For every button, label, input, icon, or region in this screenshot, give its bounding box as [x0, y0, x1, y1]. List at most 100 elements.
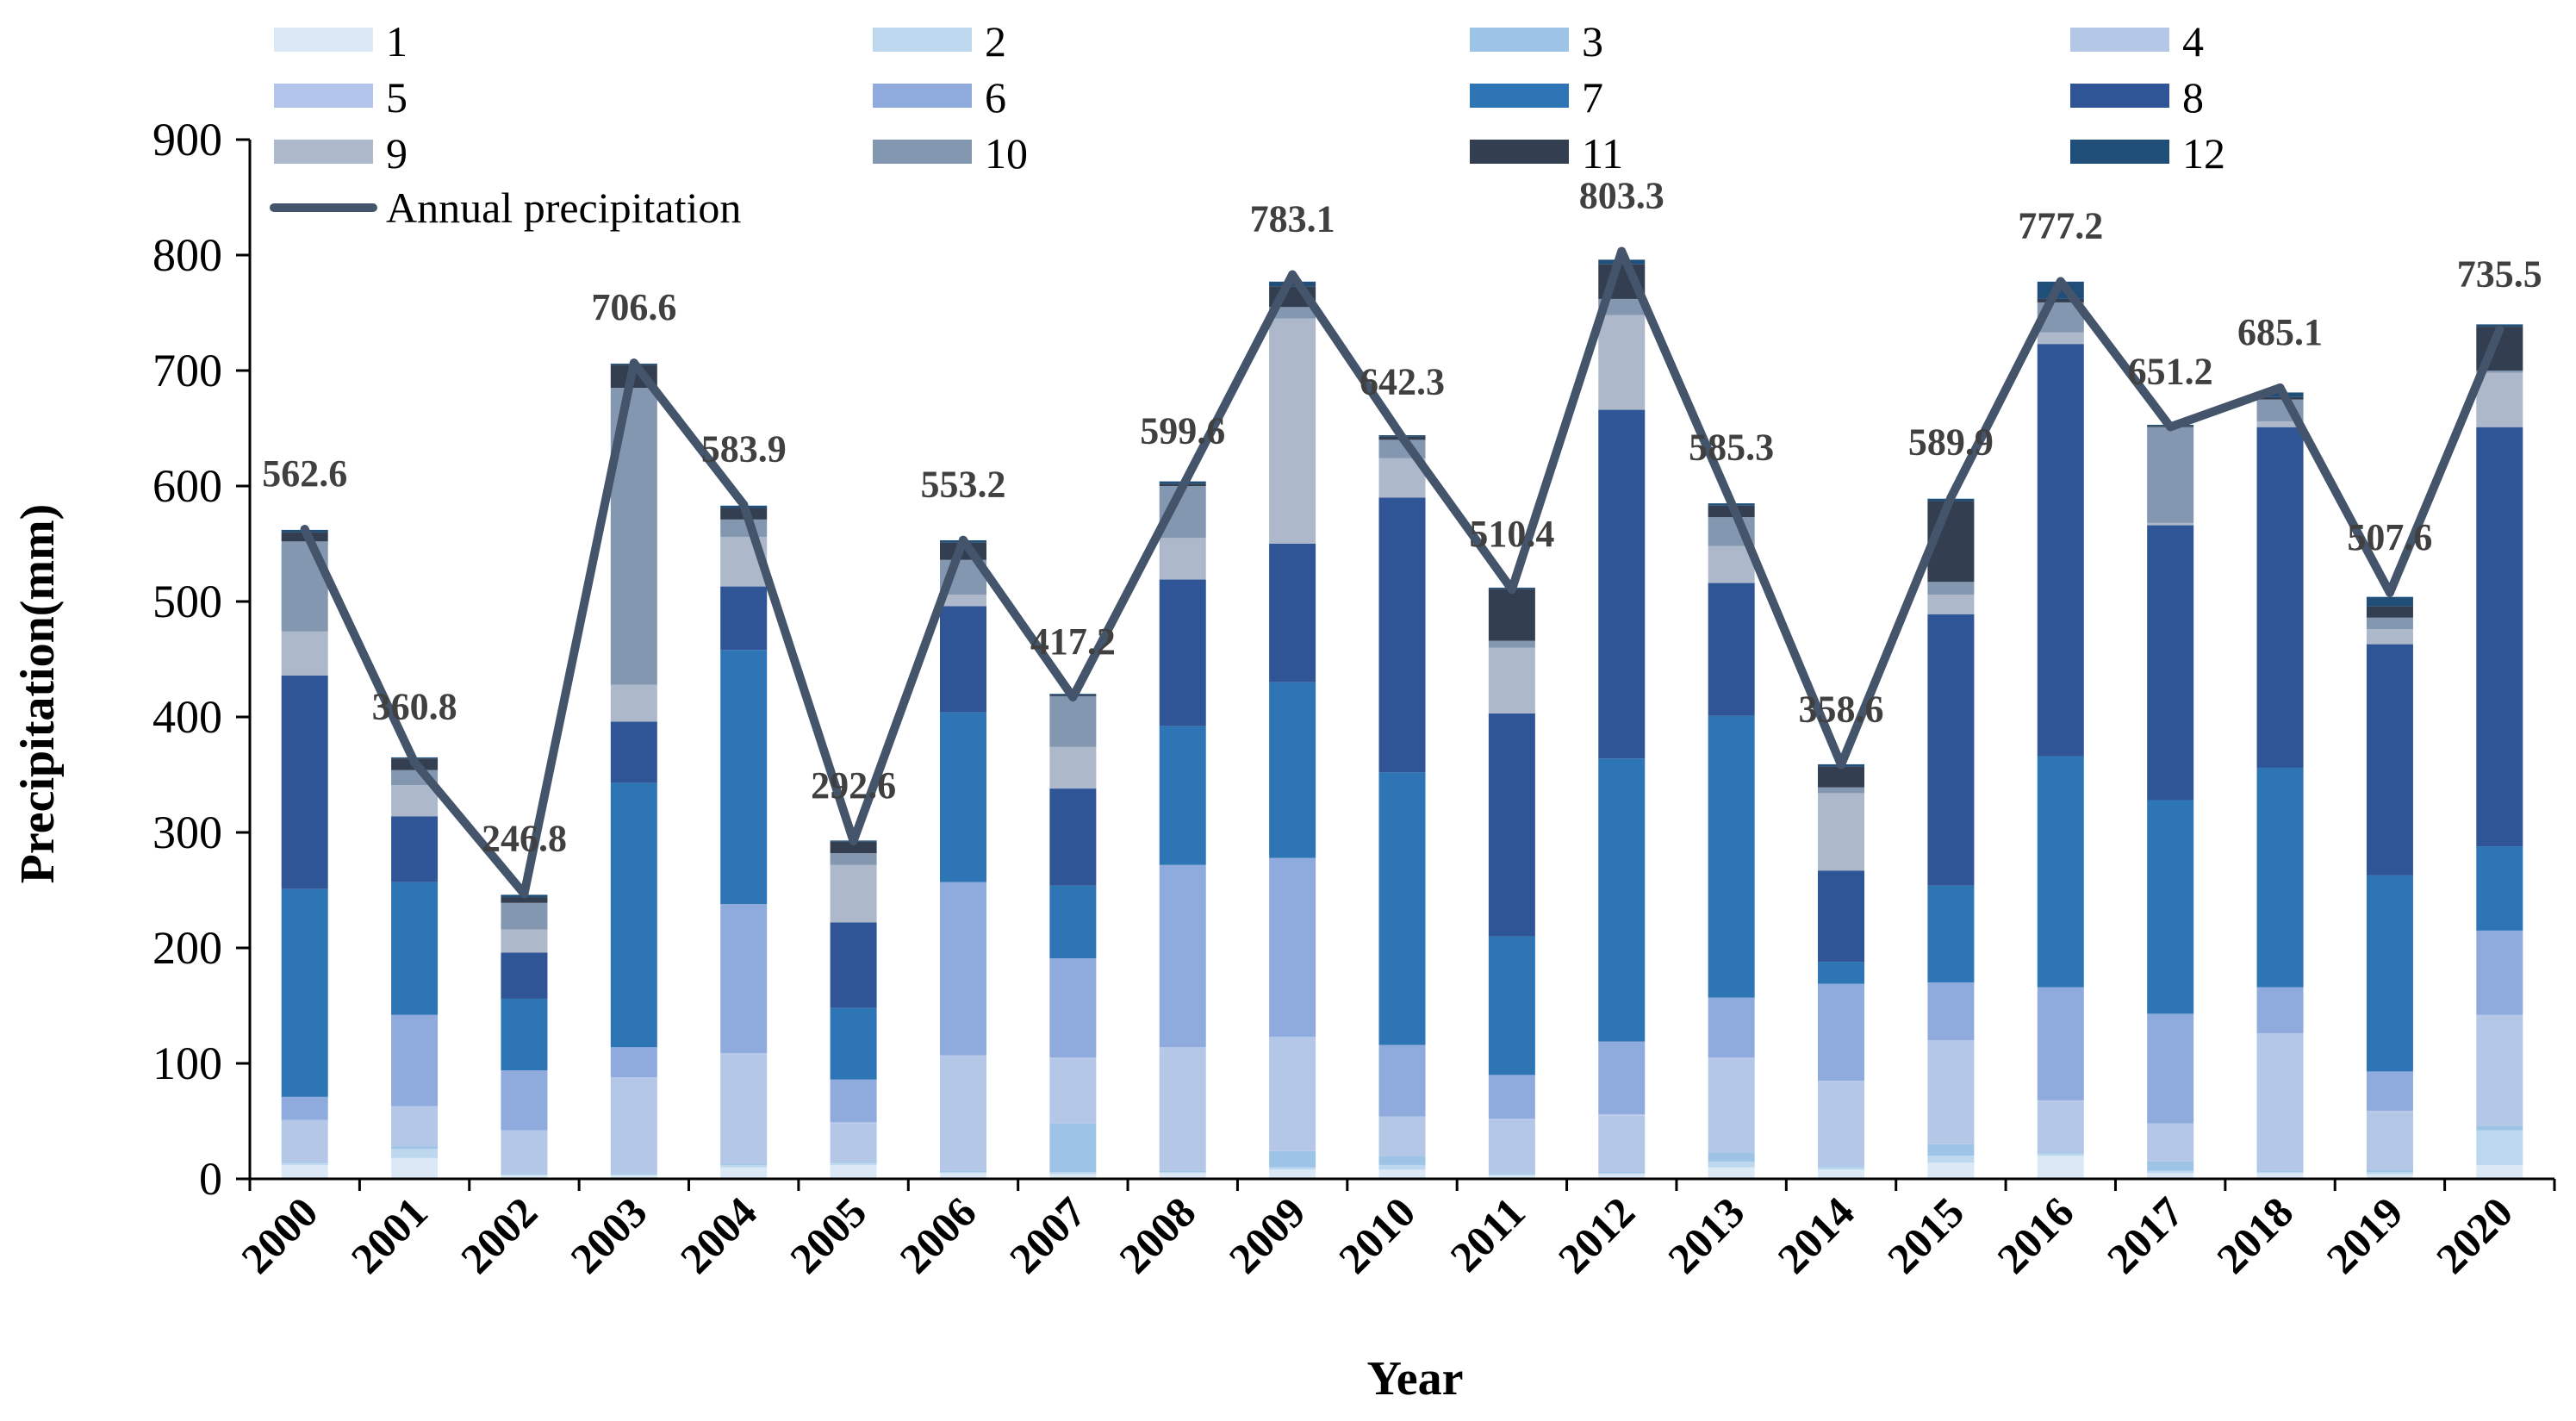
- bar-segment-2017-month-7: [2147, 800, 2194, 1014]
- legend-swatch-7: [1470, 84, 1569, 108]
- x-tick-label-2019: 2019: [2317, 1187, 2411, 1282]
- bar-segment-2019-month-10: [2366, 617, 2413, 630]
- bar-segment-2005-month-6: [830, 1079, 877, 1123]
- bar-segment-2019-month-6: [2366, 1071, 2413, 1111]
- x-axis-title: Year: [1367, 1352, 1464, 1405]
- bar-segment-2010-month-2: [1378, 1164, 1426, 1170]
- bar-segment-2005-month-5: [830, 1122, 877, 1124]
- x-tick-label-2014: 2014: [1768, 1187, 1863, 1282]
- bar-segment-2002-month-3: [501, 1173, 548, 1175]
- legend-label-6: 6: [985, 73, 1006, 122]
- bar-segment-2009-month-4: [1269, 1038, 1316, 1151]
- legend-label-3: 3: [1582, 17, 1603, 65]
- bar-segment-2014-month-9: [1818, 793, 1865, 871]
- x-tick-label-2018: 2018: [2207, 1187, 2302, 1282]
- bar-segment-2015-month-1: [1927, 1162, 1975, 1179]
- bar-segment-2004-month-3: [720, 1163, 768, 1165]
- bar-segment-2013-month-4: [1708, 1058, 1755, 1153]
- bar-segment-2004-month-8: [720, 586, 768, 651]
- bar-segment-2016-month-2: [2037, 1153, 2084, 1156]
- line-point-2012: [1617, 246, 1627, 256]
- line-point-2009: [1288, 270, 1297, 279]
- bar-segment-2009-month-1: [1269, 1169, 1316, 1179]
- data-label-2000: 562.6: [262, 452, 347, 495]
- bar-segment-2019-month-1: [2366, 1174, 2413, 1179]
- x-tick-label-2011: 2011: [1440, 1187, 1534, 1281]
- legend-label-9: 9: [386, 129, 408, 178]
- bar-segment-2013-month-2: [1708, 1161, 1755, 1168]
- bar-segment-2011-month-11: [1488, 589, 1535, 641]
- x-tick-label-2016: 2016: [1988, 1187, 2082, 1282]
- x-tick-label-2007: 2007: [1000, 1187, 1095, 1282]
- bar-segment-2006-month-3: [939, 1170, 986, 1172]
- data-label-2013: 585.3: [1689, 427, 1774, 469]
- bar-segment-2014-month-6: [1818, 983, 1865, 1081]
- bar-segment-2008-month-5: [1159, 1047, 1206, 1049]
- bar-segment-2009-month-3: [1269, 1150, 1316, 1168]
- bar-segment-2019-month-12: [2366, 596, 2413, 607]
- legend-label-5: 5: [386, 73, 408, 122]
- bar-segment-2019-month-4: [2366, 1112, 2413, 1170]
- bar-segment-2009-month-6: [1269, 857, 1316, 1038]
- bar-segment-2008-month-8: [1159, 579, 1206, 726]
- bar-segment-2008-month-4: [1159, 1048, 1206, 1171]
- bar-segment-2000-month-7: [281, 888, 328, 1097]
- bar-segment-2008-month-2: [1159, 1171, 1206, 1174]
- bar-segment-2007-month-6: [1049, 958, 1097, 1058]
- legend-swatch-8: [2070, 84, 2169, 108]
- bar-segment-2018-month-4: [2256, 1034, 2304, 1171]
- bar-segment-2009-month-8: [1269, 544, 1316, 682]
- bar-segment-2010-month-7: [1378, 772, 1426, 1045]
- line-point-2018: [2275, 383, 2285, 392]
- bar-segment-2003-month-8: [610, 721, 657, 783]
- line-point-2011: [1507, 585, 1516, 595]
- bar-segment-2009-month-2: [1269, 1167, 1316, 1170]
- bar-segment-2014-month-11: [1818, 766, 1865, 788]
- legend-swatch-10: [873, 140, 972, 164]
- bar-segment-2007-month-9: [1049, 746, 1097, 789]
- bar-segment-2005-month-2: [830, 1162, 877, 1165]
- bar-segment-2006-month-8: [939, 606, 986, 713]
- bar-segment-2010-month-8: [1378, 497, 1426, 773]
- data-label-2018: 685.1: [2237, 311, 2323, 353]
- legend-swatch-2: [873, 28, 972, 52]
- bar-segment-2001-month-9: [391, 785, 439, 817]
- bar-segment-2008-month-6: [1159, 864, 1206, 1048]
- legend-label-10: 10: [985, 129, 1028, 178]
- bar-segment-2011-month-6: [1488, 1075, 1535, 1119]
- bar-segment-2013-month-5: [1708, 1057, 1755, 1059]
- bar-segment-2008-month-9: [1159, 538, 1206, 580]
- bar-segment-2020-month-8: [2476, 427, 2523, 847]
- bar-segment-2001-month-2: [391, 1149, 439, 1158]
- data-label-2006: 553.2: [920, 464, 1005, 506]
- line-point-2006: [958, 535, 968, 545]
- line-point-2016: [2056, 277, 2065, 286]
- bar-segment-2018-month-6: [2256, 987, 2304, 1034]
- bar-segment-2011-month-3: [1488, 1173, 1535, 1175]
- bar-segment-2019-month-3: [2366, 1169, 2413, 1172]
- legend-label-annual-precipitation: Annual precipitation: [386, 184, 741, 232]
- legend-swatch-5: [274, 84, 373, 108]
- bar-segment-2008-month-7: [1159, 726, 1206, 865]
- legend-label-12: 12: [2182, 129, 2225, 178]
- bar-segment-2012-month-1: [1598, 1174, 1646, 1179]
- bar-segment-2018-month-11: [2256, 396, 2304, 400]
- bar-segment-2019-month-11: [2366, 606, 2413, 618]
- bar-segment-2009-month-5: [1269, 1037, 1316, 1038]
- bar-segment-2007-month-7: [1049, 885, 1097, 959]
- bar-segment-2020-month-2: [2476, 1130, 2523, 1165]
- x-tick-label-2008: 2008: [1110, 1187, 1204, 1282]
- bar-segment-2010-month-1: [1378, 1169, 1426, 1179]
- line-point-2014: [1837, 760, 1846, 770]
- bar-segment-2001-month-5: [391, 1106, 439, 1107]
- bar-segment-2020-month-9: [2476, 372, 2523, 427]
- x-tick-label-2015: 2015: [1878, 1187, 1973, 1282]
- bar-segment-2015-month-9: [1927, 594, 1975, 614]
- data-label-2017: 651.2: [2128, 350, 2213, 392]
- data-label-2004: 583.9: [701, 428, 787, 471]
- bar-segment-2014-month-3: [1818, 1166, 1865, 1168]
- bar-segment-2003-month-9: [610, 684, 657, 722]
- bar-segment-2012-month-8: [1598, 409, 1646, 759]
